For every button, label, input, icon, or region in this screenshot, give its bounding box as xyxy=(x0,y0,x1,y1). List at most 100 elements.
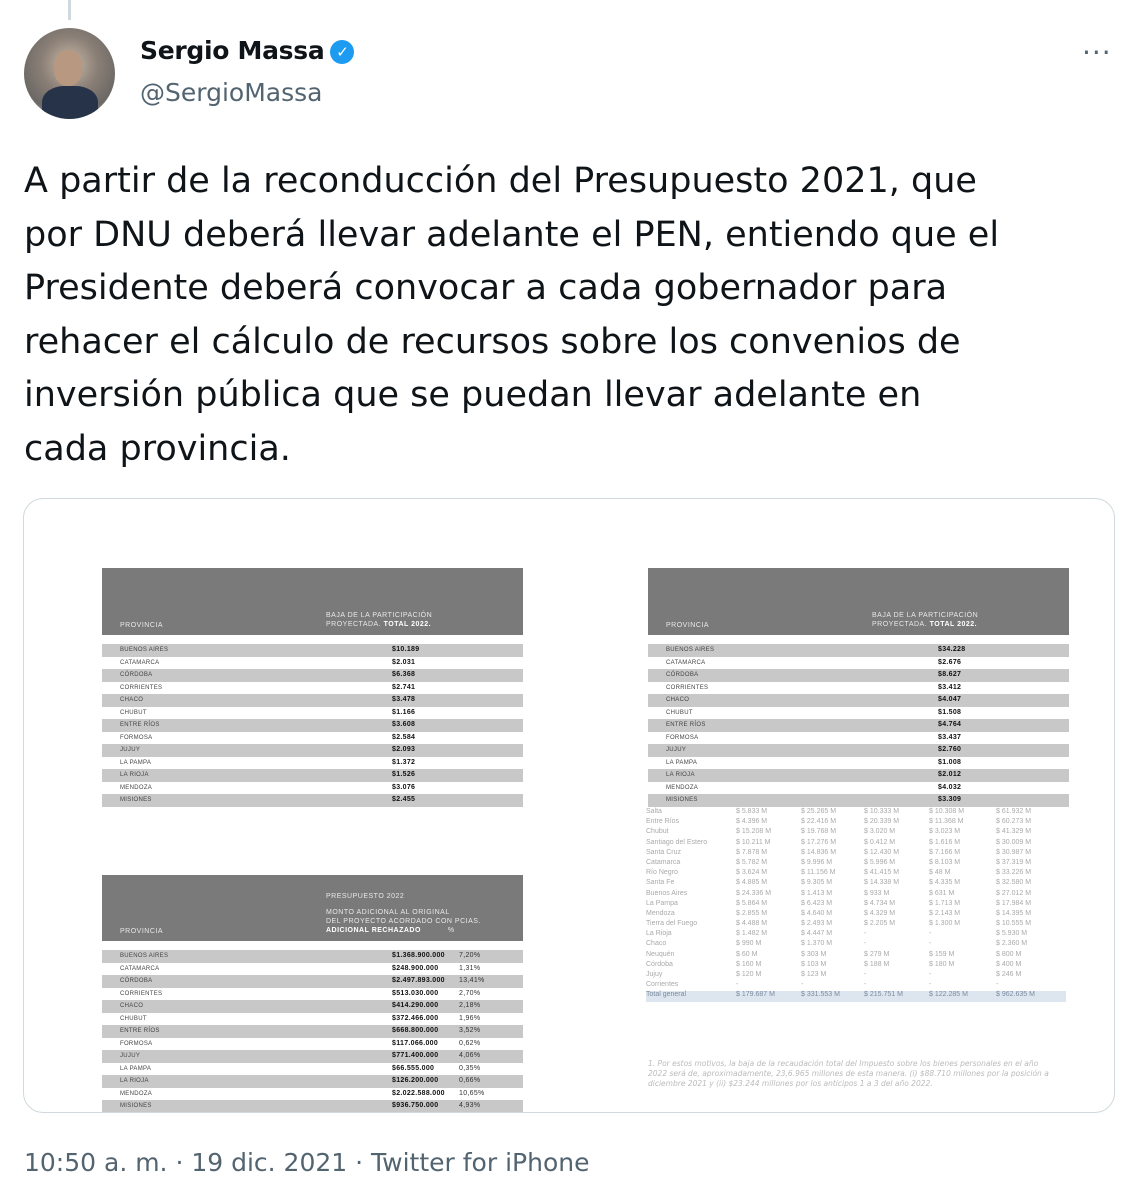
cell: $ 246 M xyxy=(996,971,1022,978)
cell: $ 20.339 M xyxy=(864,818,900,826)
table-row: FORMOSA $2.584 xyxy=(102,732,523,745)
cell: $ 19.768 M xyxy=(801,828,837,836)
percent-cell: 2,18% xyxy=(459,1002,481,1009)
cell: $ 5.864 M xyxy=(736,899,768,907)
percent-cell: 13,41% xyxy=(459,977,485,984)
table-row: CÓRDOBA $2.497.893.000 13,41% xyxy=(102,975,523,988)
cell: $ 120 M xyxy=(736,971,762,978)
cell: Santa Cruz xyxy=(646,848,682,856)
cell: $ 1.413 M xyxy=(801,889,833,897)
table-row: CHUBUT $372.466.000 1,96% xyxy=(102,1013,523,1026)
cell: $ 4.640 M xyxy=(801,909,833,917)
cell: - xyxy=(801,981,804,989)
cell: Entre Ríos xyxy=(646,818,680,826)
value-cell: $2.584 xyxy=(392,733,416,741)
table-row: MISIONES $2.455 xyxy=(102,794,523,807)
value-cell: $2.455 xyxy=(392,796,416,803)
cell: La Pampa xyxy=(646,899,678,907)
table-row: LA RIOJA $126.200.000 0,66% xyxy=(102,1075,523,1088)
total-row: Total general $ 179.687 M $ 331.553 M $ 215… xyxy=(646,991,1066,1002)
value-cell: $2.093 xyxy=(392,746,416,753)
cell: $ 188 M xyxy=(864,960,890,968)
table-row: LA RIOJA $2.012 xyxy=(648,769,1069,782)
cell: $ 933 M xyxy=(864,889,890,897)
table-row: MENDOZA $3.076 xyxy=(102,782,523,795)
cell: $ 14.395 M xyxy=(996,909,1032,917)
table-row: MISIONES $3.309 xyxy=(648,794,1069,807)
cell: $ 331.553 M xyxy=(801,991,840,999)
more-dots-icon[interactable]: ··· xyxy=(1082,36,1112,69)
cell: Córdoba xyxy=(646,960,673,968)
cell: $ 631 M xyxy=(929,889,955,897)
table-row: BUENOS AIRES $34.228 xyxy=(648,644,1069,657)
cell: Total general xyxy=(646,991,687,999)
cell: Chubut xyxy=(646,828,669,836)
display-name[interactable]: Sergio Massa ✓ xyxy=(140,36,355,65)
percent-cell: 0,35% xyxy=(459,1064,481,1072)
tweet-image[interactable]: PROVINCIA BAJA DE LA PARTICIPACIÓN PROYEC… xyxy=(23,498,1115,1113)
value-cell: $2.497.893.000 xyxy=(392,977,445,984)
cell: $ 7.878 M xyxy=(736,848,768,856)
value-cell: $3.608 xyxy=(392,721,416,728)
cell: $ 3.624 M xyxy=(736,869,768,877)
value-cell: $2.676 xyxy=(938,658,962,666)
value-cell: $2.741 xyxy=(392,683,416,691)
percent-cell: 1,96% xyxy=(459,1014,481,1022)
province-cell: MENDOZA xyxy=(666,784,699,791)
cell: $ 30.009 M xyxy=(996,838,1032,846)
province-cell: JUJUY xyxy=(120,747,141,753)
percent-cell: 7,20% xyxy=(459,952,481,959)
cell: $ 4.396 M xyxy=(736,818,768,826)
province-cell: BUENOS AIRES xyxy=(666,647,715,653)
user-handle[interactable]: @SergioMassa xyxy=(140,78,323,107)
cell: $ 9.996 M xyxy=(801,858,833,866)
cell: Salta xyxy=(646,808,662,815)
cell: $ 22.416 M xyxy=(801,818,837,826)
table-row: JUJUY $2.760 xyxy=(648,744,1069,757)
cell: $ 303 M xyxy=(801,950,827,958)
cell: $ 10.308 M xyxy=(929,808,965,815)
province-cell: ENTRE RÍOS xyxy=(120,1028,160,1034)
table-row: CORRIENTES $513.030.000 2,70% xyxy=(102,988,523,1001)
table-row: CÓRDOBA $6.368 xyxy=(102,669,523,682)
value-cell: $2.012 xyxy=(938,771,962,778)
tweet-timestamp[interactable]: 10:50 a. m. · 19 dic. 2021 · Twitter for… xyxy=(24,1148,590,1177)
value-cell: $1.368.900.000 xyxy=(392,952,445,959)
cell: $ 123 M xyxy=(801,971,827,978)
province-cell: CÓRDOBA xyxy=(120,672,153,678)
value-cell: $3.478 xyxy=(392,696,416,703)
cell: $ 15.208 M xyxy=(736,828,772,836)
province-cell: CATAMARCA xyxy=(120,965,160,972)
value-cell: $6.368 xyxy=(392,671,416,678)
cell: - xyxy=(929,981,932,989)
cell: $ 2.493 M xyxy=(801,920,833,928)
cell: Mendoza xyxy=(646,909,675,917)
table-row: Catamarca $ 5.782 M $ 9.996 M $ 5.996 M $ 8.… xyxy=(646,859,1066,869)
cell: $ 122.285 M xyxy=(929,991,968,999)
cell: $ 17.276 M xyxy=(801,838,837,846)
table-header: PROVINCIA BAJA DE LA PARTICIPACIÓN PROYEC… xyxy=(102,568,523,635)
cell: - xyxy=(929,971,932,978)
thread-line xyxy=(68,0,71,20)
cell: $ 4.734 M xyxy=(864,899,896,907)
table-row: JUJUY $771.400.000 4,06% xyxy=(102,1050,523,1063)
province-cell: LA RIOJA xyxy=(120,772,149,778)
value-cell: $1.372 xyxy=(392,758,416,766)
cell: - xyxy=(736,981,739,989)
province-cell: CATAMARCA xyxy=(120,659,160,666)
province-cell: MISIONES xyxy=(666,797,698,803)
percent-cell: 10,65% xyxy=(459,1089,485,1097)
cell: $ 41.415 M xyxy=(864,869,900,877)
cell: - xyxy=(864,971,867,978)
value-cell: $1.526 xyxy=(392,771,416,778)
value-cell: $248.900.000 xyxy=(392,964,439,972)
avatar[interactable] xyxy=(24,28,115,119)
table-row: MENDOZA $4.032 xyxy=(648,782,1069,795)
cell: $ 1.713 M xyxy=(929,899,961,907)
province-cell: LA RIOJA xyxy=(666,772,695,778)
province-cell: CHACO xyxy=(120,1003,144,1009)
province-cell: JUJUY xyxy=(666,747,687,753)
value-cell: $126.200.000 xyxy=(392,1077,439,1084)
table-row: ENTRE RÍOS $4.764 xyxy=(648,719,1069,732)
province-cell: CHACO xyxy=(666,697,690,703)
